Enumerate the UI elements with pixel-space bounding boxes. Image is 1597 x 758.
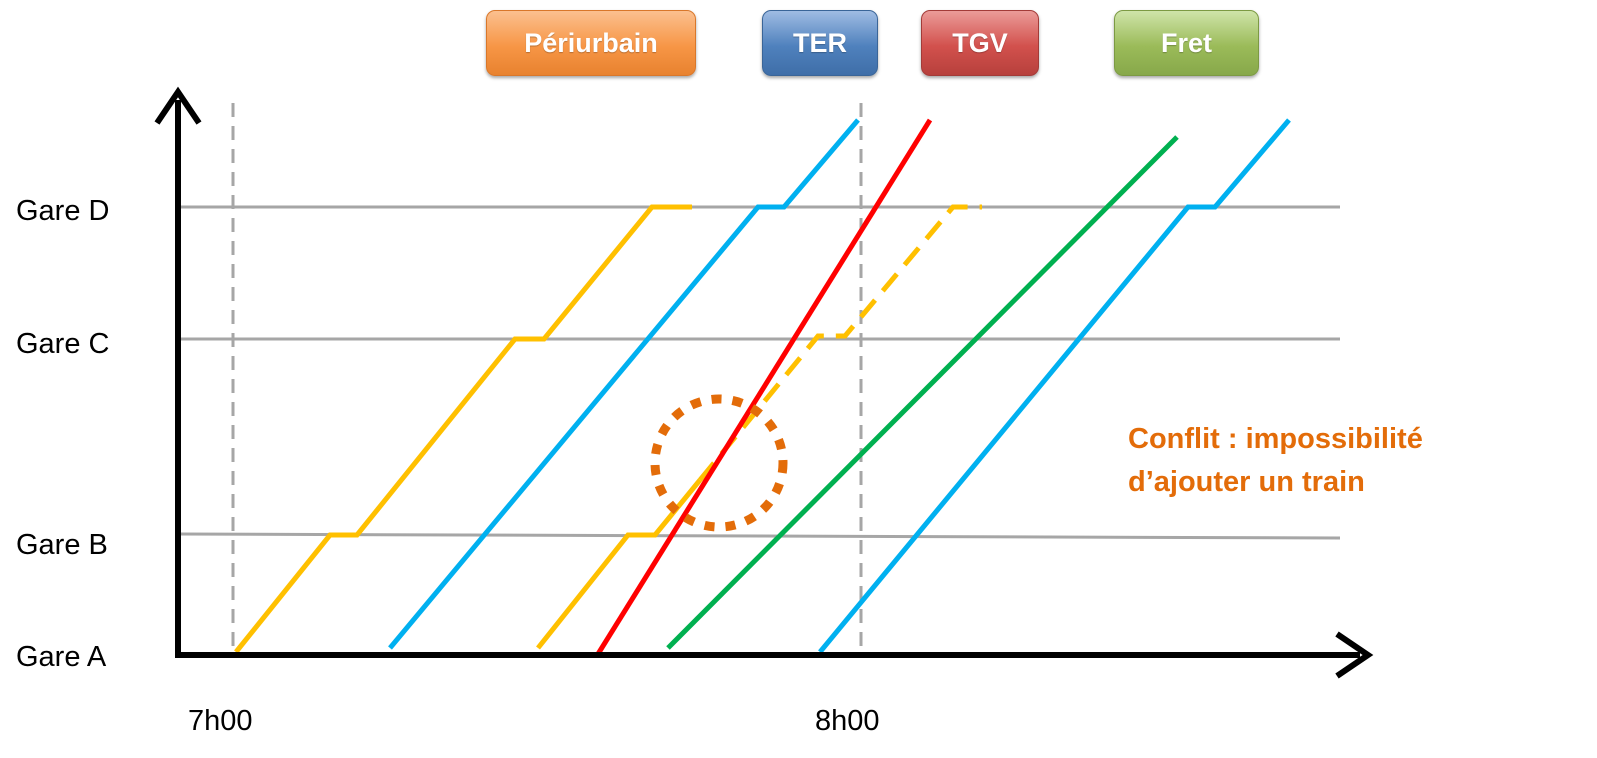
periurbain-train-path-1	[234, 204, 692, 654]
legend-ter: TER	[762, 10, 878, 76]
station-label-gare-b: Gare B	[16, 529, 108, 561]
station-label-gare-a: Gare A	[16, 641, 107, 673]
ter-train-path-2	[818, 118, 1291, 654]
station-label-gare-d: Gare D	[16, 195, 110, 227]
legend-periurbain: Périurbain	[486, 10, 696, 76]
conflict-annotation-line1: Conflit : impossibilité	[1128, 423, 1423, 455]
conflict-annotation-line2: d’ajouter un train	[1128, 466, 1365, 498]
legend-fret-label: Fret	[1160, 27, 1212, 58]
x-axis-arrowhead	[1335, 631, 1374, 679]
tgv-train-path	[595, 118, 933, 656]
legend-fret: Fret	[1114, 10, 1259, 76]
legend-tgv-label: TGV	[952, 27, 1008, 58]
legend-tgv: TGV	[921, 10, 1039, 76]
station-line-gare-b	[177, 532, 1341, 540]
periurbain-train-path-2-dashed	[698, 204, 982, 482]
y-axis-arrowhead	[154, 86, 202, 125]
conflict-circle	[650, 394, 788, 532]
time-label-7h00: 7h00	[188, 705, 253, 737]
conflict-annotation: Conflit : impossibilité d’ajouter un tra…	[1128, 418, 1588, 504]
time-label-8h00: 8h00	[815, 705, 880, 737]
station-label-gare-c: Gare C	[16, 328, 110, 360]
legend-periurbain-label: Périurbain	[524, 27, 658, 58]
fret-train-path	[666, 135, 1179, 650]
legend-ter-label: TER	[793, 27, 847, 58]
ter-train-path-1	[388, 118, 860, 650]
